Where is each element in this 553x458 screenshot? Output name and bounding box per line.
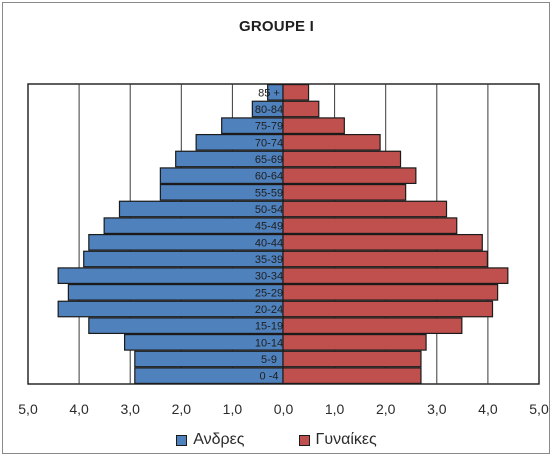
category-label: 55-59 [255, 187, 283, 199]
bar-women-35-39 [282, 250, 488, 268]
bar-women-65-69 [282, 150, 402, 168]
x-tick-label: 3,0 [427, 401, 447, 417]
category-label: 40-44 [255, 237, 283, 249]
bar-women-60-64 [282, 167, 417, 185]
legend-swatch-women [298, 434, 310, 446]
category-label: 45-49 [255, 221, 283, 233]
category-label: 85 + [258, 87, 280, 99]
bar-women-50-54 [282, 200, 448, 218]
bar-women-20-24 [282, 300, 494, 318]
x-tick-label: 4,0 [478, 401, 498, 417]
bar-women-25-29 [282, 283, 499, 301]
bar-women-45-49 [282, 217, 458, 235]
category-label: 10-14 [255, 337, 283, 349]
x-tick-label: 5,0 [529, 401, 549, 417]
legend-item-men: Ανδρες [176, 431, 245, 449]
plot-area: 0 -4 5-9 10-14 15-19 20-24 25-29 30-34 35-39 40-… [18, 83, 549, 417]
legend-item-women: Γυναίκες [298, 431, 377, 449]
x-tick-label: 1,0 [325, 401, 345, 417]
x-tick-label: 0,0 [274, 401, 294, 417]
bar-women-80-84 [282, 100, 320, 118]
category-label: 25-29 [255, 287, 283, 299]
x-tick-label: 2,0 [172, 401, 192, 417]
bar-women-40-44 [282, 233, 483, 251]
legend-swatch-men [176, 434, 188, 446]
bar-men-35-39 [83, 250, 284, 268]
category-label: 50-54 [255, 204, 283, 216]
bar-women-55-59 [282, 183, 407, 201]
category-label: 15-19 [255, 321, 283, 333]
category-label: 60-64 [255, 171, 283, 183]
x-tick-label: 2,0 [376, 401, 396, 417]
category-label: 70-74 [255, 137, 283, 149]
bar-women-15-19 [282, 317, 463, 335]
bar-men-20-24 [57, 300, 284, 318]
category-label: 0 -4 [260, 371, 279, 383]
category-label: 5-9 [261, 354, 277, 366]
bar-women-75-79 [282, 117, 345, 135]
bar-women-85- [282, 83, 310, 101]
x-tick-label: 4,0 [69, 401, 89, 417]
chart-title: GROUPE I [239, 18, 314, 35]
bar-men-30-34 [57, 267, 284, 285]
bar-women-30-34 [282, 267, 509, 285]
legend-label-men: Ανδρες [193, 431, 245, 448]
bar-women-0-4 [282, 367, 422, 385]
category-label: 65-69 [255, 154, 283, 166]
category-label: 30-34 [255, 271, 283, 283]
category-label: 75-79 [255, 121, 283, 133]
x-tick-label: 3,0 [120, 401, 140, 417]
bar-women-10-14 [282, 333, 427, 351]
legend: Ανδρες Γυναίκες [0, 428, 553, 452]
bar-women-70-74 [282, 133, 381, 151]
category-label: 20-24 [255, 304, 283, 316]
bar-men-15-19 [88, 317, 284, 335]
legend-label-women: Γυναίκες [315, 431, 377, 448]
category-label: 35-39 [255, 254, 283, 266]
bar-women-5-9 [282, 350, 422, 368]
bar-men-40-44 [88, 233, 284, 251]
x-tick-label: 5,0 [18, 401, 38, 417]
bar-men-25-29 [67, 283, 284, 301]
category-label: 80-84 [255, 104, 283, 116]
x-tick-label: 1,0 [223, 401, 243, 417]
